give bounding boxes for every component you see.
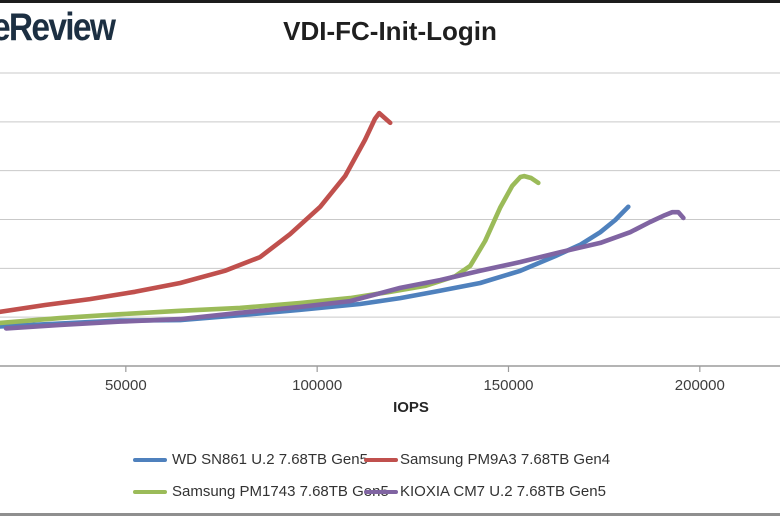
- x-tick-label-100000: 100000: [292, 377, 343, 394]
- x-tick-label-200000: 200000: [674, 377, 725, 394]
- legend-label-samsung-pm9a3: Samsung PM9A3 7.68TB Gen4: [400, 451, 611, 468]
- legend-swatch-samsung-pm1743: [133, 490, 167, 494]
- chart-title: VDI-FC-Init-Login: [283, 16, 497, 46]
- legend-label-kioxia-cm7: KIOXIA CM7 U.2 7.68TB Gen5: [400, 483, 606, 500]
- x-axis: [0, 365, 780, 372]
- series-lines: [0, 110, 686, 331]
- bottom-border: [0, 513, 780, 516]
- legend-swatch-wd-sn861: [133, 458, 167, 462]
- gridlines: [0, 72, 780, 318]
- series-line: [0, 110, 393, 315]
- series-line: [3, 209, 686, 331]
- legend-label-wd-sn861: WD SN861 U.2 7.68TB Gen5: [172, 451, 368, 468]
- x-axis-label: IOPS: [393, 399, 429, 416]
- legend-label-samsung-pm1743: Samsung PM1743 7.68TB Gen5: [172, 483, 389, 500]
- series-line: [0, 204, 631, 329]
- x-tick-label-50000: 50000: [104, 377, 147, 394]
- legend-swatch-samsung-pm9a3: [364, 458, 398, 462]
- storagereview-logo: eReview: [0, 6, 116, 49]
- top-border: [0, 0, 780, 3]
- x-tick-label-150000: 150000: [483, 377, 534, 394]
- legend-swatch-kioxia-cm7: [364, 490, 398, 494]
